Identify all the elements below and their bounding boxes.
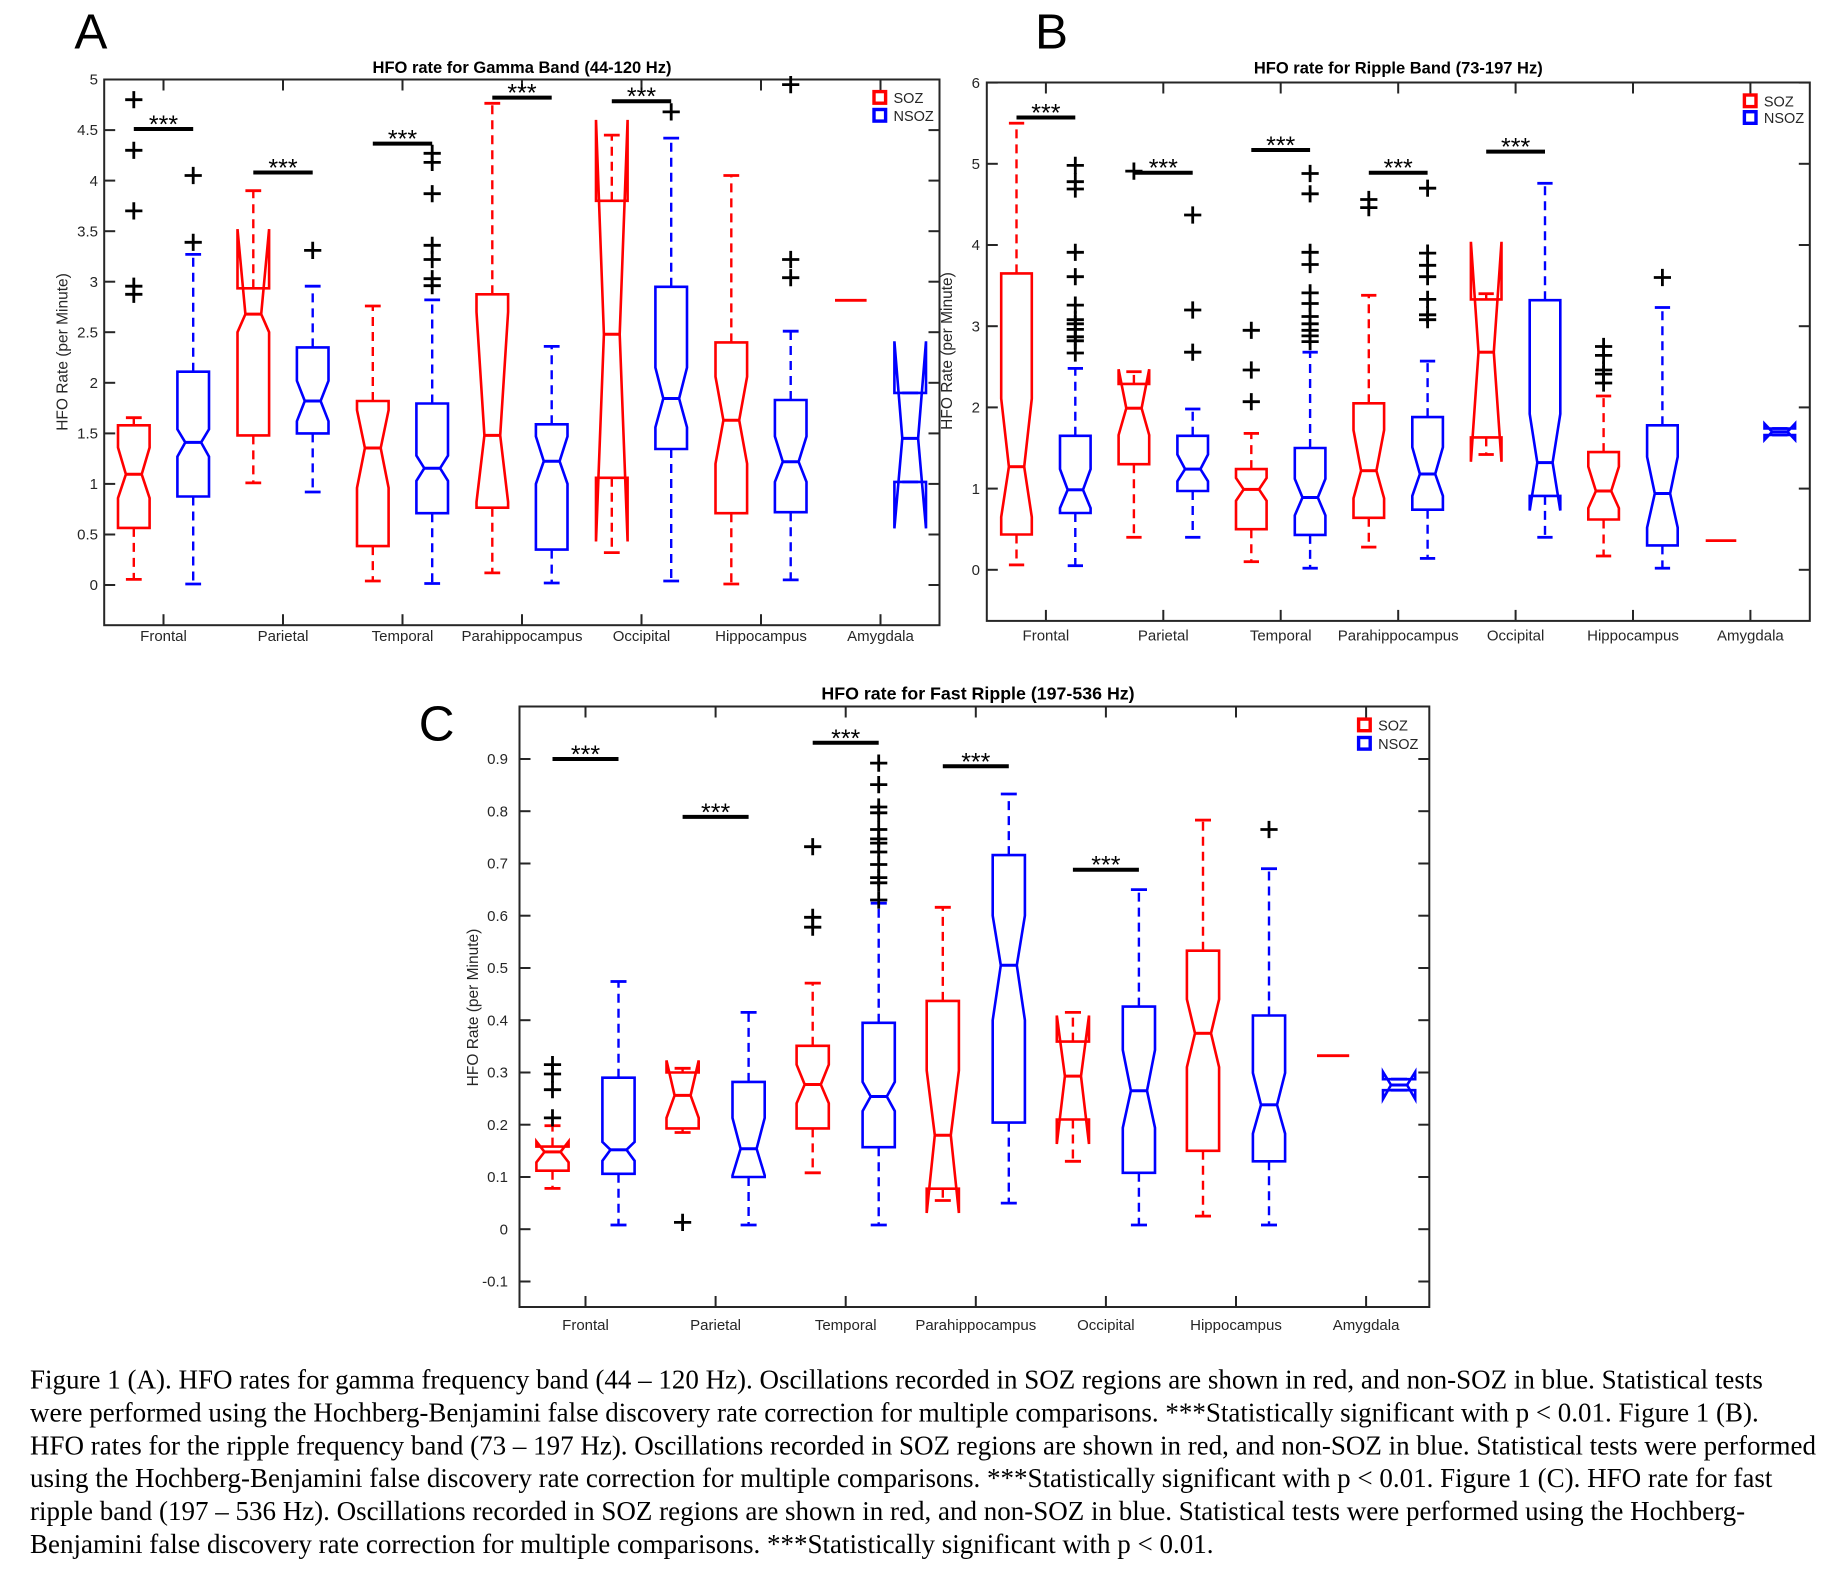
svg-text:0.1: 0.1 bbox=[487, 1169, 508, 1186]
svg-text:Occipital: Occipital bbox=[1487, 628, 1545, 645]
svg-text:2.5: 2.5 bbox=[77, 324, 98, 341]
svg-text:1: 1 bbox=[90, 476, 98, 493]
svg-text:HFO rate for Fast Ripple (197-: HFO rate for Fast Ripple (197-536 Hz) bbox=[821, 684, 1134, 704]
svg-text:0: 0 bbox=[972, 562, 980, 579]
svg-text:3: 3 bbox=[972, 318, 980, 335]
svg-text:***: *** bbox=[1501, 134, 1530, 162]
svg-text:4.5: 4.5 bbox=[77, 122, 98, 139]
svg-text:***: *** bbox=[1091, 852, 1120, 880]
svg-text:Amygdala: Amygdala bbox=[847, 628, 914, 645]
svg-text:Parahippocampus: Parahippocampus bbox=[915, 1317, 1036, 1334]
svg-text:0.3: 0.3 bbox=[487, 1065, 508, 1082]
svg-text:NSOZ: NSOZ bbox=[1764, 111, 1804, 127]
svg-text:A: A bbox=[74, 5, 107, 60]
svg-text:Parietal: Parietal bbox=[258, 628, 309, 645]
svg-text:SOZ: SOZ bbox=[1764, 95, 1794, 111]
svg-text:5: 5 bbox=[972, 156, 980, 173]
svg-text:***: *** bbox=[1266, 132, 1295, 160]
svg-text:SOZ: SOZ bbox=[894, 91, 924, 107]
svg-text:0: 0 bbox=[90, 577, 98, 594]
svg-text:Temporal: Temporal bbox=[372, 628, 434, 645]
svg-text:Benjamini false discovery rate: Benjamini false discovery rate correctio… bbox=[30, 1529, 1213, 1559]
svg-text:0.7: 0.7 bbox=[487, 856, 508, 873]
svg-text:Amygdala: Amygdala bbox=[1717, 628, 1784, 645]
svg-text:3.5: 3.5 bbox=[77, 223, 98, 240]
svg-text:***: *** bbox=[149, 111, 178, 139]
svg-text:Frontal: Frontal bbox=[140, 628, 187, 645]
svg-text:3: 3 bbox=[90, 274, 98, 291]
svg-text:2: 2 bbox=[972, 400, 980, 417]
svg-text:Temporal: Temporal bbox=[1250, 628, 1312, 645]
svg-text:B: B bbox=[1035, 5, 1068, 60]
svg-text:***: *** bbox=[268, 155, 297, 183]
svg-text:HFO Rate (per Minute): HFO Rate (per Minute) bbox=[55, 273, 72, 431]
svg-text:0.8: 0.8 bbox=[487, 803, 508, 820]
svg-text:0: 0 bbox=[500, 1221, 508, 1238]
svg-text:Hippocampus: Hippocampus bbox=[1190, 1317, 1282, 1334]
svg-text:0.9: 0.9 bbox=[487, 751, 508, 768]
svg-text:0.2: 0.2 bbox=[487, 1117, 508, 1134]
svg-text:1.5: 1.5 bbox=[77, 426, 98, 443]
svg-text:C: C bbox=[419, 697, 455, 752]
svg-text:ripple band (197 – 536 Hz). Os: ripple band (197 – 536 Hz). Oscillations… bbox=[30, 1496, 1745, 1526]
svg-text:Parietal: Parietal bbox=[690, 1317, 741, 1334]
svg-text:Hippocampus: Hippocampus bbox=[1587, 628, 1679, 645]
svg-text:6: 6 bbox=[972, 75, 980, 92]
svg-text:***: *** bbox=[627, 83, 656, 111]
svg-text:***: *** bbox=[1384, 155, 1413, 183]
svg-text:Frontal: Frontal bbox=[562, 1317, 609, 1334]
svg-text:Figure 1 (A). HFO rates for ga: Figure 1 (A). HFO rates for gamma freque… bbox=[30, 1365, 1763, 1395]
svg-text:were performed using the Hochb: were performed using the Hochberg-Benjam… bbox=[30, 1397, 1759, 1427]
svg-text:***: *** bbox=[831, 725, 860, 753]
svg-text:0.4: 0.4 bbox=[487, 1012, 508, 1029]
svg-text:***: *** bbox=[1149, 155, 1178, 183]
svg-text:1: 1 bbox=[972, 481, 980, 498]
svg-text:HFO Rate (per Minute): HFO Rate (per Minute) bbox=[939, 272, 956, 430]
svg-text:***: *** bbox=[701, 799, 730, 827]
svg-text:Temporal: Temporal bbox=[815, 1317, 877, 1334]
svg-text:Hippocampus: Hippocampus bbox=[715, 628, 807, 645]
svg-text:using the Hochberg-Benjamini f: using the Hochberg-Benjamini false disco… bbox=[30, 1463, 1773, 1493]
svg-text:***: *** bbox=[388, 126, 417, 154]
svg-text:***: *** bbox=[1031, 100, 1060, 128]
svg-text:5: 5 bbox=[90, 72, 98, 89]
svg-text:Parahippocampus: Parahippocampus bbox=[1338, 628, 1459, 645]
svg-text:SOZ: SOZ bbox=[1378, 719, 1408, 735]
svg-text:HFO rate for Gamma Band (44-12: HFO rate for Gamma Band (44-120 Hz) bbox=[373, 59, 672, 77]
svg-text:4: 4 bbox=[90, 173, 98, 190]
svg-text:Parietal: Parietal bbox=[1138, 628, 1189, 645]
svg-text:HFO rate for Ripple Band (73-1: HFO rate for Ripple Band (73-197 Hz) bbox=[1254, 60, 1543, 78]
svg-text:Frontal: Frontal bbox=[1023, 628, 1070, 645]
svg-text:HFO rates for the ripple frequ: HFO rates for the ripple frequency band … bbox=[30, 1430, 1817, 1460]
svg-text:***: *** bbox=[507, 80, 536, 108]
svg-text:4: 4 bbox=[972, 237, 980, 254]
svg-text:***: *** bbox=[571, 741, 600, 769]
svg-text:Occipital: Occipital bbox=[613, 628, 671, 645]
svg-text:NSOZ: NSOZ bbox=[1378, 737, 1418, 753]
svg-text:0.5: 0.5 bbox=[77, 527, 98, 544]
svg-text:Occipital: Occipital bbox=[1077, 1317, 1135, 1334]
svg-text:-0.1: -0.1 bbox=[482, 1274, 508, 1291]
svg-text:Parahippocampus: Parahippocampus bbox=[462, 628, 583, 645]
svg-text:NSOZ: NSOZ bbox=[894, 109, 934, 125]
svg-text:2: 2 bbox=[90, 375, 98, 392]
svg-text:***: *** bbox=[961, 748, 990, 776]
svg-text:HFO Rate (per Minute): HFO Rate (per Minute) bbox=[465, 929, 482, 1087]
svg-text:0.6: 0.6 bbox=[487, 908, 508, 925]
svg-text:0.5: 0.5 bbox=[487, 960, 508, 977]
svg-text:Amygdala: Amygdala bbox=[1333, 1317, 1400, 1334]
